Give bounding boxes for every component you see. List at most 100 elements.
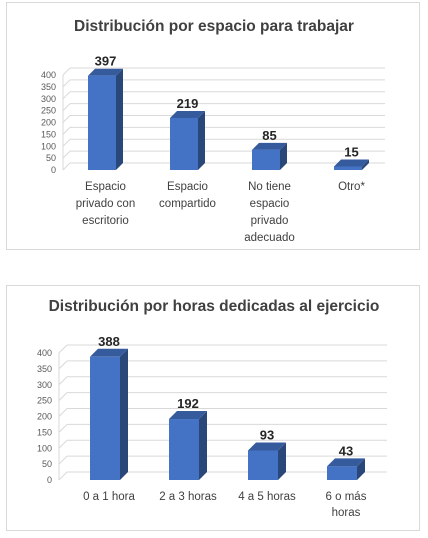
gridline-depth: [62, 162, 71, 171]
y-tick-label: 250: [41, 106, 56, 116]
y-tick-label: 250: [37, 396, 52, 406]
gridline-depth: [58, 439, 68, 449]
chart-title: Distribución por espacio para trabajar: [74, 18, 354, 35]
gridline-depth: [58, 424, 68, 433]
category-label: 0 a 1 hora: [83, 491, 135, 503]
category-label-line: privado con: [76, 198, 135, 210]
y-tick-label: 150: [41, 129, 56, 139]
category-label: 6 o más horas: [326, 491, 367, 519]
category-label: Espacio compartido: [159, 181, 216, 210]
bar-side: [199, 411, 207, 480]
bar-top: [252, 142, 287, 150]
bar-front: [90, 356, 120, 480]
category-label-line: No tiene: [248, 181, 291, 193]
bar: [169, 411, 207, 480]
bar-top: [170, 110, 205, 118]
bar: [170, 110, 205, 170]
category-label-line: 0 a 1 hora: [83, 491, 135, 503]
chart-workspace: Distribución por espacio para trabajar 0…: [41, 18, 385, 244]
bar-top: [334, 159, 369, 167]
bar: [90, 348, 128, 480]
data-label: 397: [95, 54, 117, 69]
gridline-depth: [58, 471, 68, 481]
category-label: 4 a 5 horas: [238, 491, 296, 503]
bar-top: [248, 442, 286, 451]
gridline-depth: [62, 67, 71, 76]
category-label-line: horas: [332, 507, 361, 519]
gridline-depth: [58, 455, 68, 465]
bar-side: [116, 68, 123, 170]
bar-side: [198, 110, 205, 170]
y-tick-label: 350: [41, 82, 56, 92]
category-label-line: Espacio: [85, 181, 126, 193]
data-label: 93: [260, 427, 274, 442]
y-tick-label: 200: [37, 412, 52, 422]
bar-front: [327, 466, 357, 480]
y-tick-label: 100: [41, 141, 56, 151]
category-label-line: espacio: [250, 198, 290, 210]
bar: [88, 68, 123, 170]
y-tick-label: 400: [37, 348, 52, 358]
category-label-line: 6 o más: [326, 491, 367, 503]
gridline-depth: [62, 91, 71, 100]
bar-side: [362, 159, 369, 170]
bar-top: [169, 411, 207, 420]
y-tick-label: 300: [37, 380, 52, 390]
bar-top: [88, 68, 123, 76]
gridline-depth: [58, 344, 68, 354]
gridline-depth: [62, 103, 71, 111]
bar: [327, 458, 365, 480]
y-tick-label: 100: [37, 443, 52, 453]
y-tick-label: 50: [42, 459, 52, 469]
category-label-line: escritorio: [82, 215, 129, 227]
bar-top: [327, 458, 365, 467]
y-tick-label: 300: [41, 94, 56, 104]
category-label-line: adecuado: [244, 232, 295, 244]
category-label-line: Otro*: [338, 181, 365, 193]
gridline-depth: [62, 115, 71, 123]
bar-front: [88, 75, 116, 170]
gridline-depth: [58, 392, 68, 401]
chart-panel-workspace: Distribución por espacio para trabajar 0…: [6, 2, 420, 250]
category-label-line: compartido: [159, 198, 216, 210]
gridline-depth: [62, 127, 71, 135]
bar-top: [90, 348, 128, 357]
data-label: 15: [344, 144, 358, 159]
gridline-depth: [58, 408, 68, 417]
bar-front: [252, 149, 280, 170]
data-label: 388: [98, 334, 120, 349]
bar-side: [280, 142, 287, 170]
bar-front: [170, 117, 198, 170]
bar-front: [334, 166, 362, 170]
bar-side: [357, 458, 365, 480]
bar: [252, 142, 287, 170]
gridline-depth: [62, 150, 71, 159]
data-label: 192: [177, 396, 199, 411]
y-tick-label: 0: [51, 165, 56, 175]
category-label: 2 a 3 horas: [159, 491, 217, 503]
data-label: 43: [339, 443, 353, 458]
bar-side: [278, 442, 286, 480]
bar: [248, 442, 286, 480]
bar: [334, 159, 369, 170]
category-label-line: 2 a 3 horas: [159, 491, 217, 503]
y-tick-label: 50: [46, 153, 56, 163]
gridline-depth: [58, 360, 68, 370]
category-label: Otro*: [338, 181, 365, 193]
category-label-line: 4 a 5 horas: [238, 491, 296, 503]
y-tick-label: 0: [47, 475, 52, 485]
category-label-line: Espacio: [167, 181, 208, 193]
bar-front: [248, 450, 278, 480]
chart-exercise: Distribución por horas dedicadas al ejer…: [37, 298, 387, 519]
category-label: No tiene espacio privado adecuado: [244, 181, 295, 244]
gridline-depth: [58, 376, 68, 386]
category-label: Espacio privado con escritorio: [76, 181, 135, 227]
gridline-depth: [62, 79, 71, 88]
y-tick-label: 400: [41, 70, 56, 80]
gridline-depth: [62, 138, 71, 147]
y-tick-label: 200: [41, 118, 56, 128]
bar-side: [120, 348, 128, 480]
bar-front: [169, 419, 199, 480]
y-tick-label: 150: [37, 427, 52, 437]
chart-panel-exercise: Distribución por horas dedicadas al ejer…: [6, 285, 420, 531]
